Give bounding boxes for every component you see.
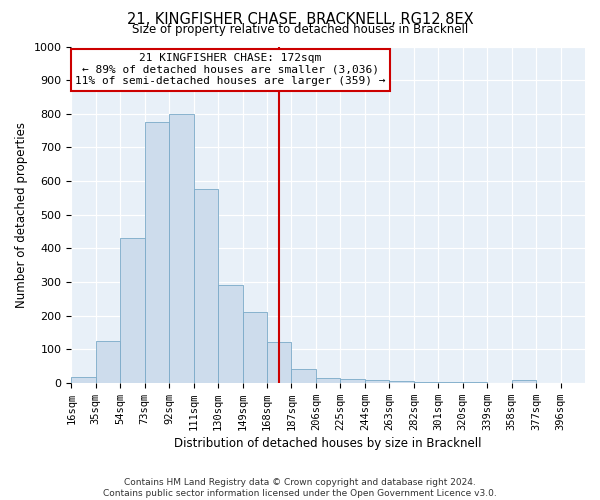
Bar [145,122,169,383]
Text: 21 KINGFISHER CHASE: 172sqm
← 89% of detached houses are smaller (3,036)
11% of : 21 KINGFISHER CHASE: 172sqm ← 89% of det… [75,53,386,86]
Bar [120,238,145,383]
Bar [512,380,536,383]
Bar [194,190,218,383]
Bar [169,114,194,383]
X-axis label: Distribution of detached houses by size in Bracknell: Distribution of detached houses by size … [175,437,482,450]
Bar [267,342,292,383]
Bar [389,381,414,383]
Text: 21, KINGFISHER CHASE, BRACKNELL, RG12 8EX: 21, KINGFISHER CHASE, BRACKNELL, RG12 8E… [127,12,473,28]
Bar [316,378,340,383]
Bar [292,370,316,383]
Bar [340,380,365,383]
Y-axis label: Number of detached properties: Number of detached properties [15,122,28,308]
Bar [242,312,267,383]
Bar [414,382,438,383]
Bar [96,341,120,383]
Text: Size of property relative to detached houses in Bracknell: Size of property relative to detached ho… [132,22,468,36]
Text: Contains HM Land Registry data © Crown copyright and database right 2024.
Contai: Contains HM Land Registry data © Crown c… [103,478,497,498]
Bar [365,380,389,383]
Bar [218,286,242,383]
Bar [71,377,96,383]
